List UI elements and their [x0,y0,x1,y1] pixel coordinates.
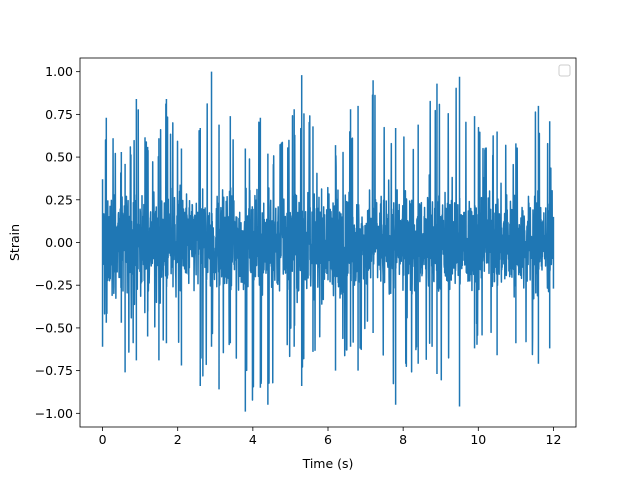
y-tick-label: −0.25 [35,278,73,293]
y-tick-label: −0.75 [35,363,73,378]
y-tick-label: 0.00 [45,235,73,250]
y-tick-label: 0.75 [45,107,73,122]
x-tick-label: 0 [99,432,107,447]
y-axis: −1.00 −0.75 −0.50 −0.25 0.00 0.25 0.50 0.75 1.00 [35,64,80,421]
y-tick-label: −1.00 [35,406,73,421]
x-tick-label: 12 [546,432,562,447]
x-tick-label: 10 [470,432,486,447]
x-tick-label: 8 [399,432,407,447]
x-tick-label: 4 [249,432,257,447]
x-axis-label: Time (s) [302,456,354,471]
strain-series-line [101,71,555,412]
y-tick-label: −0.50 [35,320,73,335]
y-tick-label: 1.00 [45,64,73,79]
series-layer [101,71,555,412]
x-tick-label: 2 [174,432,182,447]
y-tick-label: 0.25 [45,192,73,207]
y-axis-label: Strain [7,224,22,261]
x-axis: 0 2 4 6 8 10 12 [99,427,562,447]
legend-box[interactable] [558,64,571,77]
y-tick-label: 0.50 [45,150,73,165]
x-tick-label: 6 [324,432,332,447]
